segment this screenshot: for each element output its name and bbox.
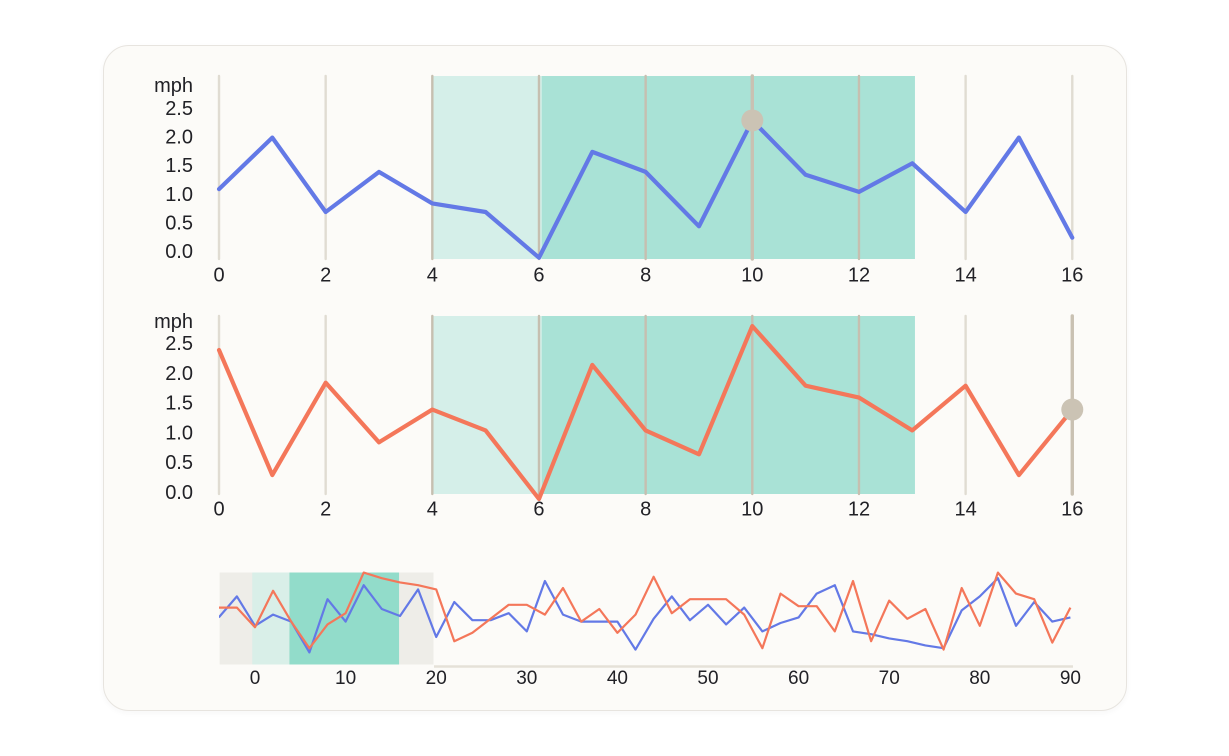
x-tick-label: 12 xyxy=(848,499,870,521)
x-tick-label: 8 xyxy=(640,499,651,521)
x-tick-label: 16 xyxy=(1061,499,1083,521)
y-tick-label: 1.5 xyxy=(165,155,193,177)
x-tick-label: 10 xyxy=(741,499,763,521)
x-tick-label: 6 xyxy=(533,265,544,287)
highlight-region-light xyxy=(432,316,542,494)
x-tick-label: 0 xyxy=(213,499,224,521)
y-tick-label: 1.0 xyxy=(165,422,193,444)
x-tick-label: 14 xyxy=(954,499,976,521)
x-tick-label: 4 xyxy=(427,265,438,287)
cursor-dot[interactable] xyxy=(741,109,764,132)
highlight-region-light xyxy=(432,76,542,259)
x-tick-label: 2 xyxy=(320,499,331,521)
y-tick-label: 0.5 xyxy=(165,212,193,234)
x-tick-label: 2 xyxy=(320,265,331,287)
x-tick-label: 4 xyxy=(427,499,438,521)
y-tick-label: 0.5 xyxy=(165,452,193,474)
y-axis-unit-label: mph xyxy=(154,311,193,333)
brush-x-tick-label: 0 xyxy=(250,668,261,689)
brush-x-tick-label: 60 xyxy=(788,668,809,689)
brush-series-group xyxy=(219,571,1072,654)
y-tick-label: 0.0 xyxy=(165,482,193,504)
y-tick-label: 2.0 xyxy=(165,363,193,385)
x-tick-label: 14 xyxy=(954,265,976,287)
brush-x-tick-label: 90 xyxy=(1060,668,1081,689)
brush-x-tick-label: 80 xyxy=(969,668,990,689)
highlight-region-dark xyxy=(541,316,915,494)
y-axis-unit-label: mph xyxy=(154,75,193,97)
y-tick-label: 1.0 xyxy=(165,184,193,206)
x-tick-label: 6 xyxy=(533,499,544,521)
brush-x-tick-label: 40 xyxy=(607,668,628,689)
y-tick-label: 1.5 xyxy=(165,393,193,415)
y-tick-label: 0.0 xyxy=(165,241,193,263)
x-tick-label: 0 xyxy=(213,265,224,287)
brush-x-tick-label: 70 xyxy=(879,668,900,689)
x-tick-label: 10 xyxy=(741,265,763,287)
cursor-dot[interactable] xyxy=(1061,398,1084,421)
brush-x-tick-label: 30 xyxy=(516,668,537,689)
y-tick-label: 2.0 xyxy=(165,127,193,149)
brush-series-line-blue xyxy=(219,577,1071,654)
x-tick-label: 8 xyxy=(640,265,651,287)
brush-series-line-orange xyxy=(219,571,1072,651)
brush-x-tick-label: 10 xyxy=(335,668,356,689)
series-line-orange xyxy=(216,324,1075,502)
chart-card: mph 2.5 2.0 1.5 1.0 0.5 0.0 0 2 4 6 8 10 12 14 16 mph 2.5… xyxy=(103,45,1127,711)
brush-x-tick-label: 20 xyxy=(426,668,447,689)
x-tick-label: 12 xyxy=(848,265,870,287)
x-tick-label: 16 xyxy=(1061,265,1083,287)
brush-x-tick-label: 50 xyxy=(697,668,718,689)
series-line-blue xyxy=(216,118,1075,260)
y-tick-label: 2.5 xyxy=(165,98,193,120)
chart-overview-brush: 0 10 20 30 40 50 60 70 80 90 xyxy=(219,571,1081,689)
y-tick-label: 2.5 xyxy=(165,333,193,355)
